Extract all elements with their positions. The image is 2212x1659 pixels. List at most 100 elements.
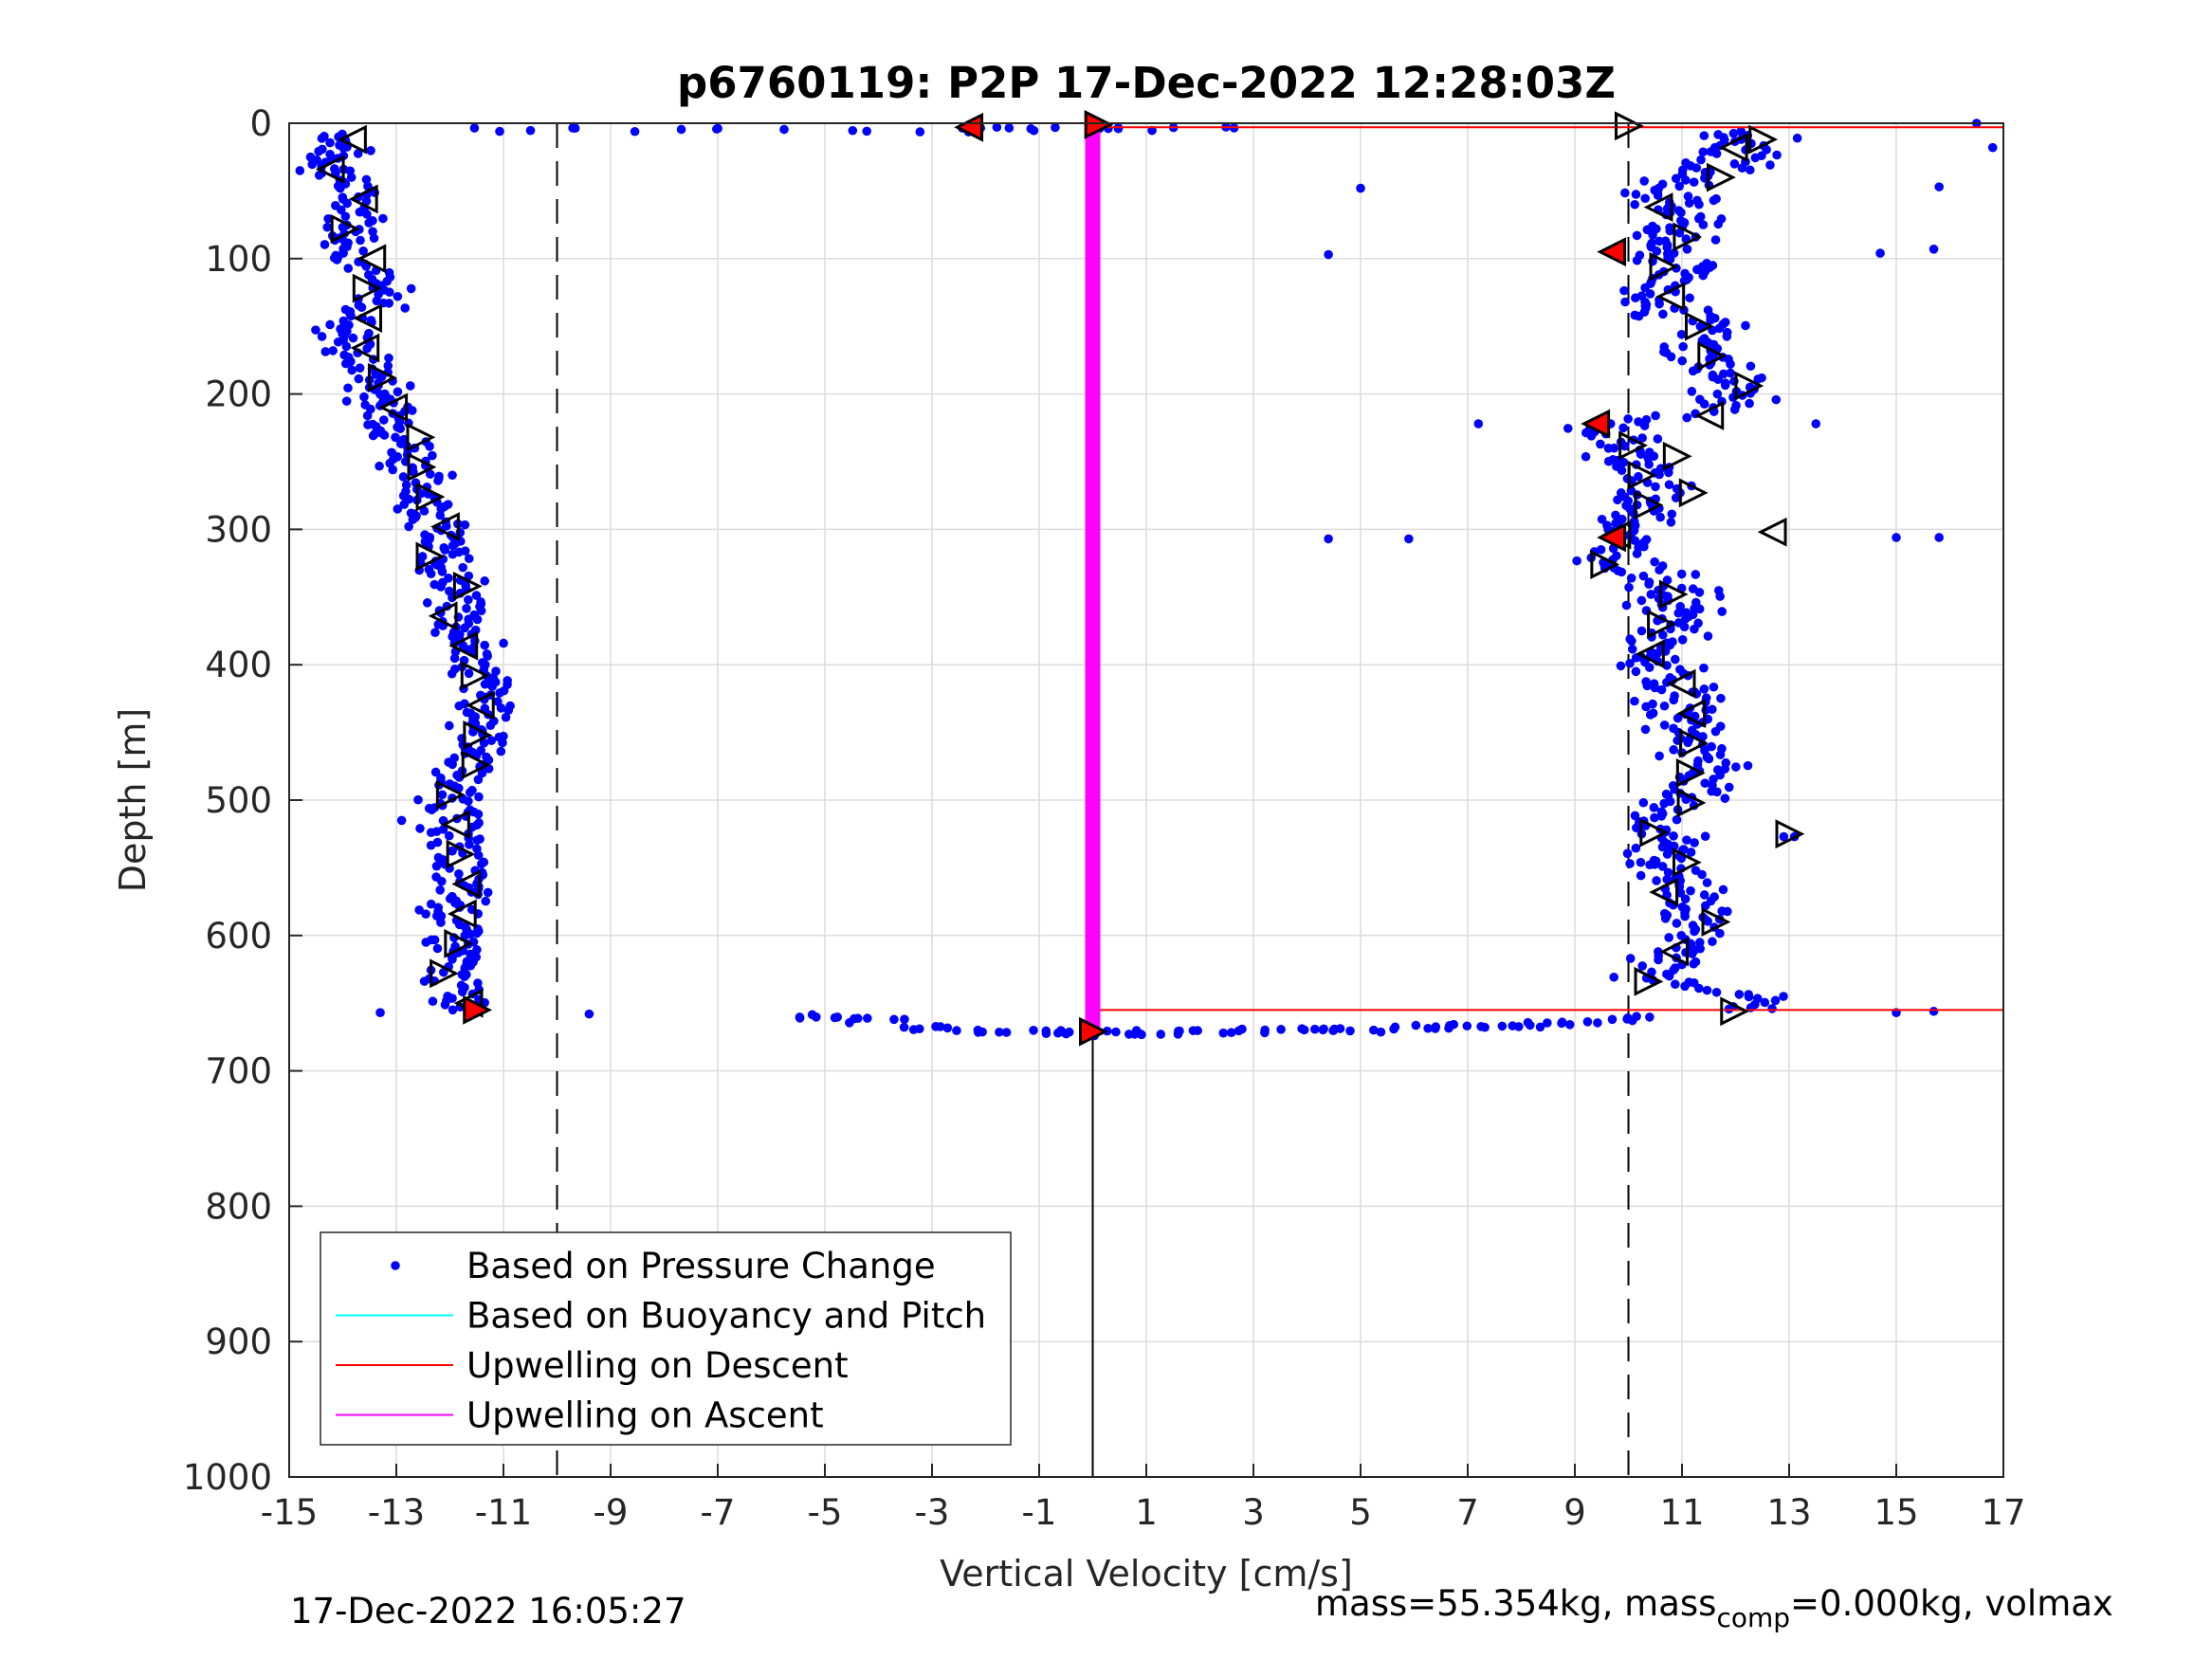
data-point: [1713, 374, 1723, 384]
data-point: [362, 210, 372, 219]
data-point: [1694, 983, 1704, 994]
data-point: [472, 614, 483, 625]
data-point: [340, 211, 351, 222]
data-point: [472, 835, 483, 846]
data-point: [1762, 145, 1771, 155]
data-point: [1654, 236, 1664, 246]
y-tick-label: 400: [205, 645, 272, 685]
data-point: [432, 943, 443, 954]
red-triangle-marker: [1581, 409, 1611, 439]
data-point: [1444, 1023, 1453, 1033]
data-point: [1582, 1017, 1593, 1027]
data-point: [1654, 299, 1664, 309]
data-point: [1744, 992, 1754, 1002]
footer-timestamp: 17-Dec-2022 16:05:27: [290, 1591, 686, 1632]
data-point: [320, 240, 330, 249]
data-point: [1636, 857, 1646, 867]
triangle-marker: [451, 869, 482, 899]
data-point: [1734, 990, 1745, 999]
data-point: [311, 325, 320, 335]
data-point: [1717, 607, 1727, 616]
data-point: [366, 146, 375, 155]
data-point: [464, 571, 474, 581]
data-point: [1698, 732, 1708, 741]
x-axis-label: Vertical Velocity [cm/s]: [940, 1553, 1353, 1595]
data-point: [1029, 1026, 1038, 1035]
y-tick-label: 0: [249, 103, 272, 144]
triangle-marker: [356, 244, 387, 274]
data-point: [1737, 163, 1747, 173]
data-point: [1618, 457, 1629, 467]
data-point: [1745, 398, 1754, 409]
data-point: [1929, 1006, 1939, 1016]
triangle-marker: [430, 958, 460, 989]
data-point: [995, 1027, 1004, 1037]
data-point: [1356, 183, 1365, 193]
data-point: [1682, 245, 1692, 254]
data-point: [1226, 1028, 1236, 1038]
triangle-marker: [440, 810, 470, 840]
data-point: [1692, 264, 1702, 275]
data-point: [1586, 431, 1597, 441]
data-point: [436, 918, 446, 927]
data-point: [1563, 424, 1573, 433]
data-point: [448, 759, 457, 770]
data-point: [1676, 569, 1687, 579]
data-point: [1319, 1024, 1328, 1034]
data-point: [1709, 682, 1719, 692]
x-tick-label: -5: [808, 1492, 843, 1533]
data-point: [328, 346, 338, 356]
data-point: [358, 246, 368, 256]
x-tick-label: 15: [1874, 1492, 1918, 1533]
data-point: [385, 287, 394, 298]
data-point: [480, 640, 489, 650]
data-point: [1632, 255, 1642, 265]
data-point: [1669, 745, 1678, 755]
data-point: [1642, 681, 1653, 691]
data-point: [1669, 695, 1679, 705]
data-point: [419, 976, 430, 986]
data-point: [1736, 126, 1746, 137]
data-point: [1700, 831, 1710, 841]
triangle-marker: [1615, 111, 1644, 141]
triangle-marker: [1757, 517, 1787, 547]
data-point: [383, 361, 393, 371]
triangle-marker: [444, 928, 474, 958]
red-triangle-marker: [463, 994, 493, 1025]
data-point: [1625, 954, 1636, 963]
data-point: [1729, 159, 1740, 169]
data-point: [448, 549, 458, 559]
triangle-marker: [430, 512, 460, 541]
data-point: [1720, 380, 1730, 391]
data-point: [342, 198, 352, 209]
data-point: [1328, 1026, 1338, 1035]
data-point: [1715, 928, 1725, 939]
data-point: [1622, 848, 1633, 859]
data-point: [1617, 567, 1627, 577]
data-point: [1698, 147, 1709, 157]
data-point: [1723, 906, 1732, 917]
data-point: [1497, 1021, 1508, 1031]
data-point: [487, 682, 497, 691]
data-point: [1618, 423, 1628, 433]
data-point: [1639, 421, 1650, 430]
triangle-marker: [1748, 124, 1779, 155]
data-point: [1652, 246, 1662, 256]
triangle-marker: [352, 273, 382, 303]
data-point: [1513, 1022, 1524, 1031]
data-point: [325, 319, 335, 330]
x-tick-label: 17: [1981, 1492, 2025, 1533]
y-tick-label: 500: [205, 780, 272, 821]
data-point: [422, 598, 432, 608]
data-point: [1603, 444, 1614, 453]
data-point: [1637, 961, 1648, 971]
data-point: [1699, 890, 1709, 900]
data-point: [1299, 1025, 1309, 1035]
data-point: [495, 688, 504, 698]
data-point: [630, 126, 640, 137]
data-point: [348, 333, 358, 343]
data-point: [1634, 311, 1644, 321]
triangle-marker: [348, 184, 378, 214]
data-point: [1636, 870, 1646, 881]
data-point: [1701, 705, 1710, 715]
